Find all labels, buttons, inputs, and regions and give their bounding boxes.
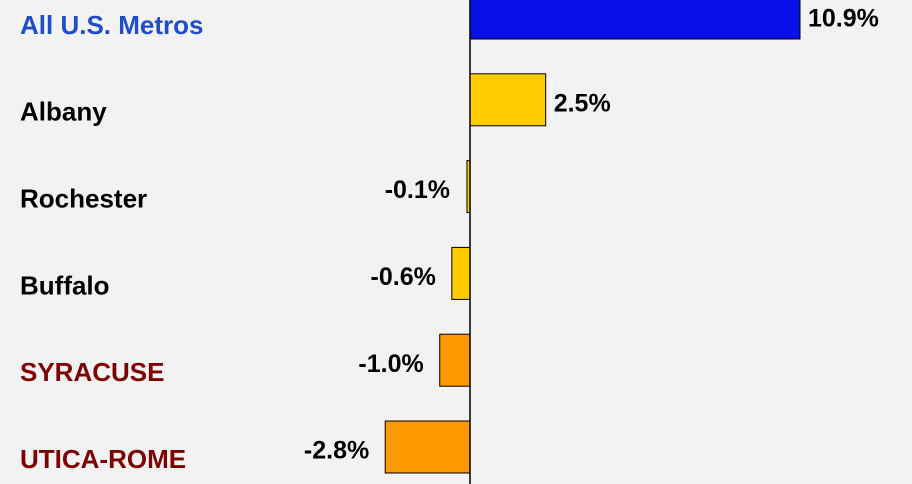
bar xyxy=(439,333,471,387)
category-label: UTICA-ROME xyxy=(20,444,186,474)
value-label: -0.6% xyxy=(371,263,436,291)
category-label: Albany xyxy=(20,97,107,127)
value-label: 2.5% xyxy=(554,89,611,117)
category-label: Rochester xyxy=(20,183,147,213)
value-label: -2.8% xyxy=(304,437,369,465)
bar xyxy=(384,420,471,474)
bar xyxy=(451,246,471,300)
value-label: -1.0% xyxy=(358,350,423,378)
category-label: All U.S. Metros xyxy=(20,10,203,40)
value-label: -0.1% xyxy=(385,176,450,204)
category-label: SYRACUSE xyxy=(20,357,164,387)
category-label: Buffalo xyxy=(20,270,110,300)
value-label: 10.9% xyxy=(808,5,879,33)
bar xyxy=(469,73,547,127)
bar xyxy=(469,0,801,40)
